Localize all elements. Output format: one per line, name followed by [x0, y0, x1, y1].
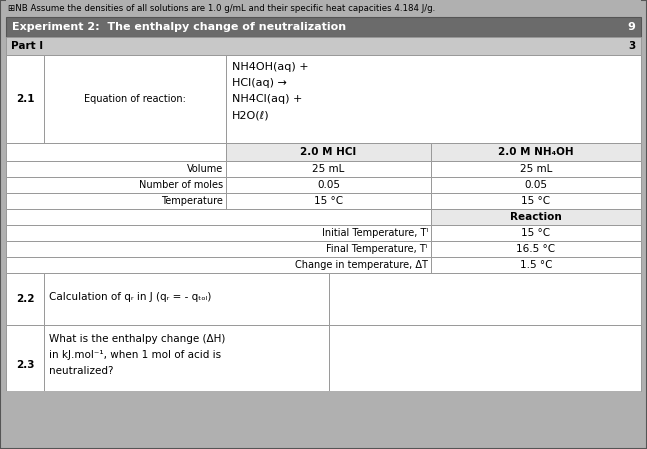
- Text: NH4Cl(aq) +: NH4Cl(aq) +: [232, 94, 302, 104]
- Text: 2.3: 2.3: [16, 360, 34, 370]
- Text: Number of moles: Number of moles: [139, 180, 223, 190]
- Text: Reaction: Reaction: [510, 212, 562, 222]
- Text: Initial Temperature, Tᴵ: Initial Temperature, Tᴵ: [322, 228, 428, 238]
- Bar: [226, 143, 431, 161]
- Bar: [431, 177, 641, 193]
- Text: What is the enthalpy change (ΔH): What is the enthalpy change (ΔH): [49, 334, 225, 344]
- Text: 2.0 M NH₄OH: 2.0 M NH₄OH: [498, 147, 574, 157]
- Bar: [226, 161, 431, 177]
- Bar: [431, 241, 641, 257]
- Bar: [6, 225, 431, 241]
- Bar: [6, 325, 44, 391]
- Text: 0.05: 0.05: [317, 180, 340, 190]
- Text: Experiment 2:  The enthalpy change of neutralization: Experiment 2: The enthalpy change of neu…: [12, 22, 346, 32]
- Bar: [226, 177, 431, 193]
- Bar: [6, 257, 431, 273]
- Text: ⊞NB Assume the densities of all solutions are 1.0 g/mL and their specific heat c: ⊞NB Assume the densities of all solution…: [8, 4, 435, 13]
- Text: 16.5 °C: 16.5 °C: [516, 244, 556, 254]
- Bar: [6, 143, 226, 161]
- Text: 25 mL: 25 mL: [313, 164, 345, 174]
- Bar: [6, 391, 641, 447]
- Text: H2O(ℓ): H2O(ℓ): [232, 110, 270, 120]
- Bar: [6, 273, 44, 325]
- Text: 2.2: 2.2: [16, 294, 34, 304]
- Bar: [6, 0, 641, 17]
- Bar: [329, 325, 641, 391]
- Bar: [431, 193, 641, 209]
- Bar: [6, 177, 226, 193]
- Bar: [226, 193, 431, 209]
- Text: 25 mL: 25 mL: [520, 164, 552, 174]
- Bar: [329, 273, 641, 325]
- Text: 15 °C: 15 °C: [521, 228, 551, 238]
- Text: in kJ.mol⁻¹, when 1 mol of acid is: in kJ.mol⁻¹, when 1 mol of acid is: [49, 350, 221, 360]
- Text: 0.05: 0.05: [525, 180, 547, 190]
- Bar: [6, 161, 226, 177]
- Bar: [6, 209, 431, 225]
- Text: 2.1: 2.1: [16, 94, 34, 104]
- Bar: [431, 209, 641, 225]
- Text: 1.5 °C: 1.5 °C: [520, 260, 553, 270]
- Bar: [6, 17, 641, 37]
- Bar: [431, 257, 641, 273]
- Text: Part I: Part I: [11, 41, 43, 51]
- Text: Equation of reaction:: Equation of reaction:: [84, 94, 186, 104]
- Bar: [226, 55, 641, 143]
- Text: Calculation of qᵣ in J (qᵣ = - qₜₒₗ): Calculation of qᵣ in J (qᵣ = - qₜₒₗ): [49, 292, 212, 302]
- Bar: [44, 55, 226, 143]
- Text: Change in temperature, ΔT: Change in temperature, ΔT: [295, 260, 428, 270]
- Text: 2.0 M HCl: 2.0 M HCl: [300, 147, 356, 157]
- Text: 15 °C: 15 °C: [314, 196, 343, 206]
- Bar: [6, 241, 431, 257]
- Text: 9: 9: [627, 22, 635, 32]
- Bar: [6, 193, 226, 209]
- Bar: [6, 37, 641, 55]
- Bar: [431, 225, 641, 241]
- Text: NH4OH(aq) +: NH4OH(aq) +: [232, 62, 309, 72]
- Text: 3: 3: [629, 41, 636, 51]
- Text: Volume: Volume: [187, 164, 223, 174]
- Bar: [44, 325, 329, 391]
- Text: neutralized?: neutralized?: [49, 366, 113, 376]
- Text: Temperature: Temperature: [161, 196, 223, 206]
- Bar: [6, 55, 44, 143]
- Text: 15 °C: 15 °C: [521, 196, 551, 206]
- Bar: [431, 161, 641, 177]
- Bar: [431, 143, 641, 161]
- Text: HCl(aq) →: HCl(aq) →: [232, 78, 287, 88]
- Text: Final Temperature, Tⁱ: Final Temperature, Tⁱ: [326, 244, 428, 254]
- Bar: [44, 273, 329, 325]
